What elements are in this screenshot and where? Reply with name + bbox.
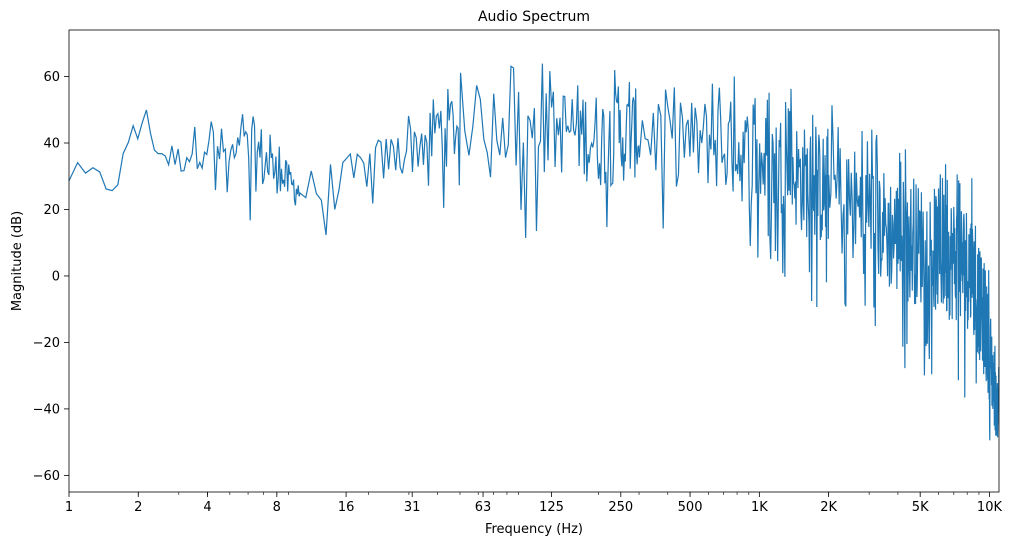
x-axis: 1 2 4 8 16 31 63 125 250 500 1K 2K 5K 10K bbox=[65, 492, 1003, 515]
y-tick-label: 0 bbox=[52, 269, 60, 284]
y-tick-label: −40 bbox=[33, 402, 60, 417]
x-tick-label: 8 bbox=[273, 500, 281, 515]
x-tick-label: 16 bbox=[338, 500, 355, 515]
x-tick-label: 10K bbox=[977, 500, 1003, 515]
x-tick-label: 2 bbox=[134, 500, 142, 515]
y-axis-label: Magnitude (dB) bbox=[10, 211, 25, 311]
x-tick-label: 500 bbox=[678, 500, 703, 515]
x-axis-label: Frequency (Hz) bbox=[485, 522, 583, 537]
chart-title: Audio Spectrum bbox=[478, 9, 590, 25]
y-tick-label: 60 bbox=[43, 70, 60, 85]
x-tick-label: 63 bbox=[475, 500, 492, 515]
x-tick-label: 2K bbox=[820, 500, 837, 515]
x-tick-label: 125 bbox=[539, 500, 564, 515]
x-tick-label: 1 bbox=[65, 500, 73, 515]
series-line bbox=[68, 63, 1000, 441]
y-tick-label: 20 bbox=[43, 203, 60, 218]
x-tick-label: 31 bbox=[404, 500, 421, 515]
y-tick-label: −60 bbox=[33, 469, 60, 484]
x-tick-label: 5K bbox=[912, 500, 929, 515]
plot-area bbox=[68, 63, 1000, 441]
y-axis: −60 −40 −20 0 20 40 60 bbox=[33, 70, 69, 484]
x-tick-label: 250 bbox=[608, 500, 633, 515]
x-tick-label: 4 bbox=[203, 500, 211, 515]
plot-frame bbox=[68, 29, 1000, 493]
y-tick-label: −20 bbox=[33, 336, 60, 351]
y-tick-label: 40 bbox=[43, 137, 60, 152]
x-tick-label: 1K bbox=[751, 500, 768, 515]
